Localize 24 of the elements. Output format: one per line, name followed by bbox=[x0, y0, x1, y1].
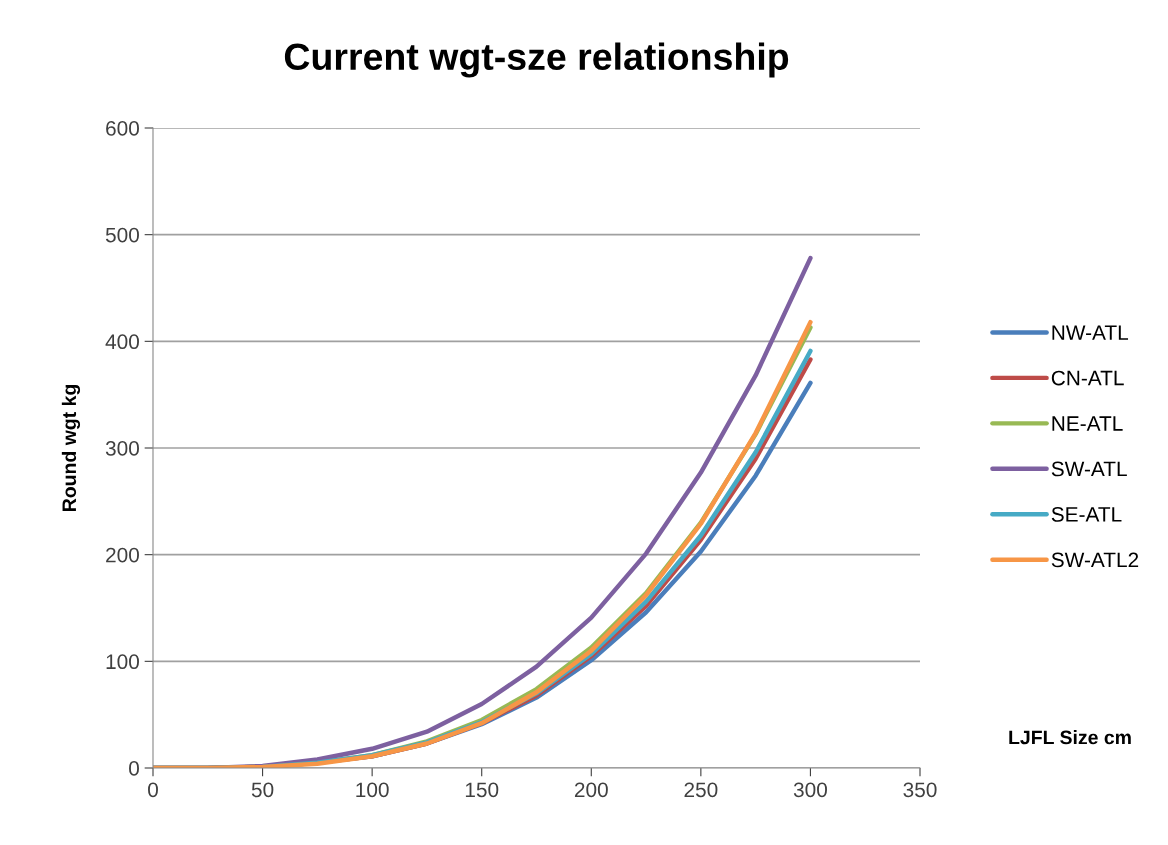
x-tick-label: 300 bbox=[793, 782, 827, 798]
x-axis-title: LJFL Size cm bbox=[1009, 730, 1131, 745]
x-tick-label: 250 bbox=[684, 782, 718, 798]
x-tick-label: 0 bbox=[148, 782, 158, 798]
y-tick-label: 200 bbox=[106, 547, 139, 563]
chart-title: Current wgt-sze relationship bbox=[284, 42, 789, 78]
x-tick-label: 50 bbox=[251, 782, 274, 798]
y-tick-label: 400 bbox=[105, 334, 139, 350]
legend-label: SE-ATL bbox=[1051, 507, 1122, 522]
x-tick-label: 350 bbox=[903, 782, 937, 798]
y-axis-title: Round wgt kg bbox=[61, 385, 81, 511]
legend-label: SW-ATL bbox=[1051, 461, 1127, 477]
legend-label: SW-ATL2 bbox=[1051, 552, 1139, 568]
x-tick-label: 100 bbox=[356, 782, 389, 798]
y-tick-label: 600 bbox=[106, 121, 139, 136]
y-tick-label: 0 bbox=[129, 761, 139, 776]
y-tick-label: 100 bbox=[106, 654, 139, 670]
x-tick-label: 200 bbox=[574, 782, 608, 798]
legend-label: CN-ATL bbox=[1051, 370, 1124, 386]
y-tick-label: 500 bbox=[105, 227, 139, 243]
legend-label: NE-ATL bbox=[1052, 416, 1123, 431]
x-tick-label: 150 bbox=[465, 782, 499, 798]
legend-label: NW-ATL bbox=[1052, 325, 1129, 340]
y-tick-label: 300 bbox=[105, 441, 139, 456]
